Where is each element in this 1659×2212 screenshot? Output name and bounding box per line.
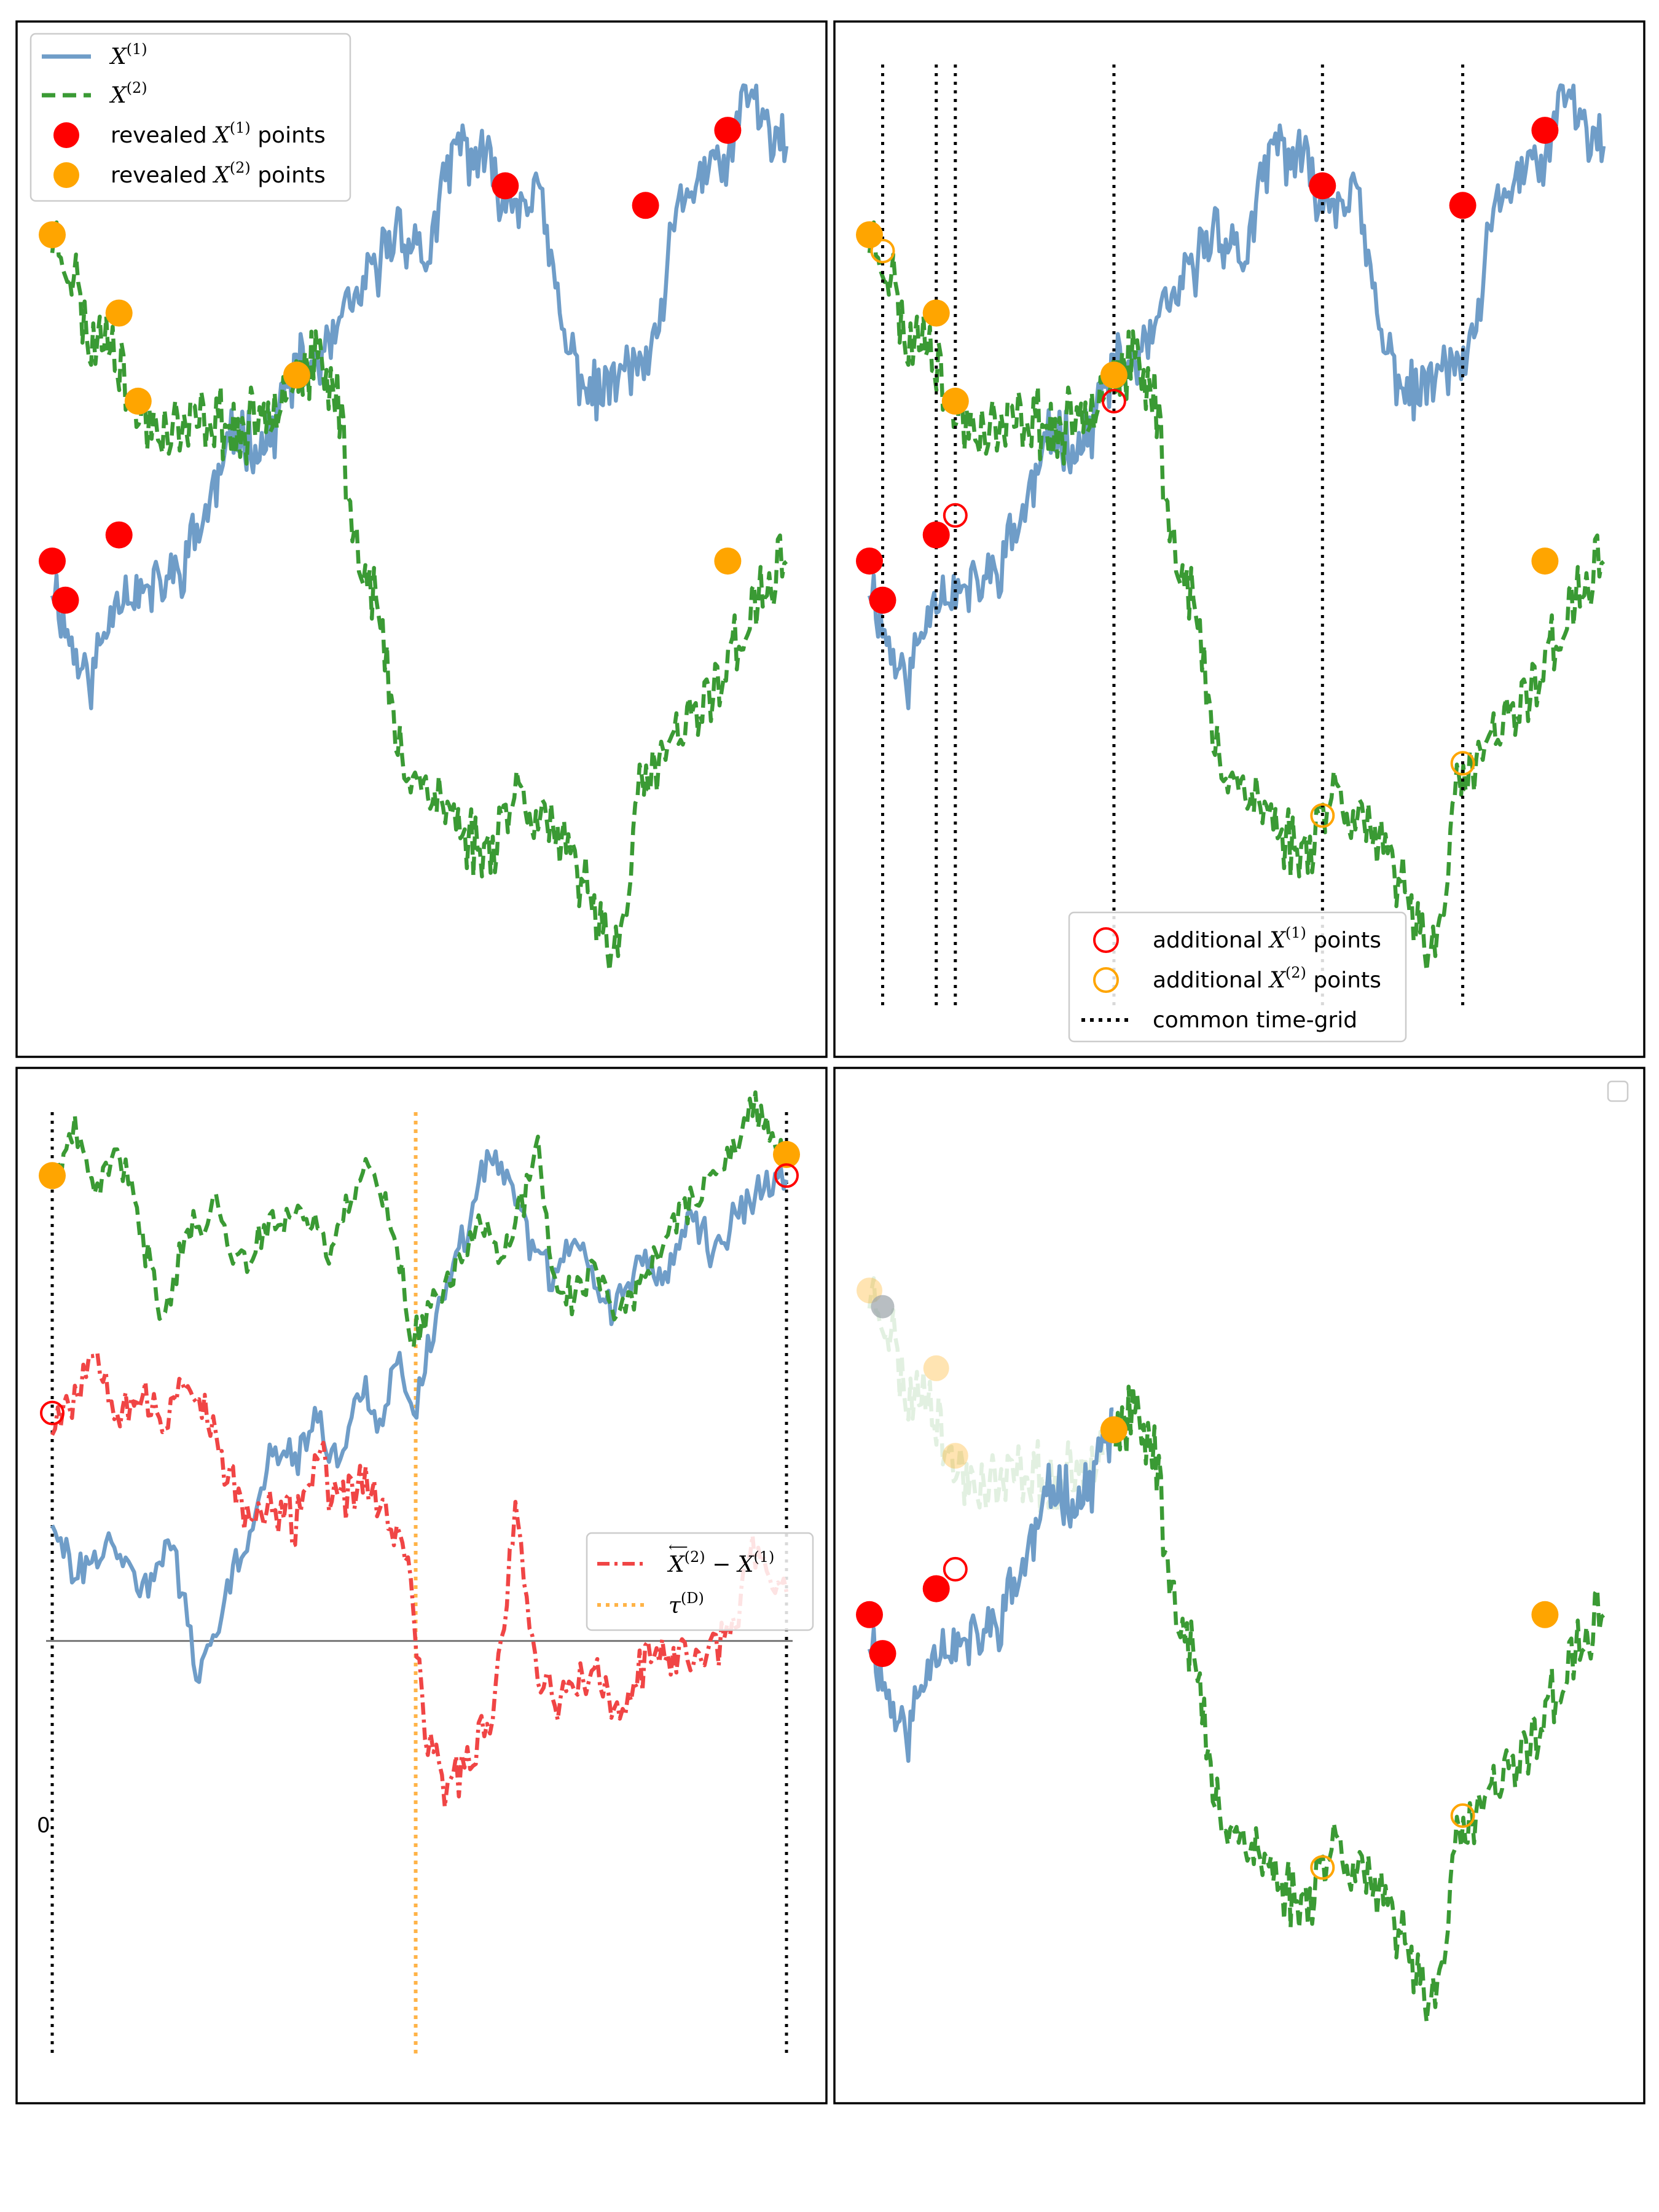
panel-bottom-left-frame [15, 1067, 828, 2104]
legend-top-left-box [29, 33, 351, 202]
top-right-point-0-4 [1449, 192, 1477, 219]
series-x1-before-tau-line [867, 1407, 1114, 1763]
top-right-point-0-5 [1531, 117, 1559, 144]
legend-x2-label: X(2) [109, 79, 147, 108]
legend-revealed-x1-label: revealed X(1) points [111, 119, 326, 148]
top-right-point-3-1 [1310, 803, 1335, 828]
legend-common-grid-label: common time-grid [1153, 1008, 1357, 1033]
zero-tick-label: 0 [37, 1813, 50, 1838]
bottom-right-point-5-1 [1450, 1803, 1475, 1828]
top-right-point-3-0 [870, 238, 895, 264]
legend-bottom-left: ⟵ X(2) − X(1) τ(D) [586, 1532, 814, 1631]
panel-bottom-right-plot [856, 1276, 1606, 2024]
top-right-point-1-2 [941, 387, 969, 415]
top-right-point-0-1 [869, 586, 896, 614]
panel-top-left-frame [15, 20, 828, 1058]
legend-additional-x1-marker [1093, 927, 1119, 953]
top-right-point-0-0 [856, 547, 883, 575]
top-right-point-0-3 [1309, 172, 1336, 200]
bottom-left-point-0-1 [773, 1140, 800, 1168]
series-x2-zoom-line [50, 1090, 788, 1349]
legend-revealed-x1-marker [53, 122, 79, 148]
legend-additional-x2-marker [1093, 967, 1119, 993]
bottom-left-point-0-0 [39, 1162, 66, 1190]
series-diff-line [50, 1351, 789, 1810]
bottom-left-point-2-0 [40, 1400, 65, 1426]
series-x1-line-top-right [867, 83, 1606, 710]
top-left-point-1-4 [714, 547, 742, 575]
legend-x1-label: X(1) [109, 41, 147, 69]
top-right-point-3-2 [1450, 751, 1475, 776]
bottom-right-point-0-1 [869, 1640, 896, 1668]
top-right-point-1-4 [1531, 547, 1559, 575]
top-right-point-1-0 [856, 221, 883, 249]
bottom-right-point-2-1 [923, 1355, 949, 1381]
bottom-right-point-0-0 [856, 1601, 883, 1628]
legend-top-right: additional X(1) points additional X(2) p… [1068, 911, 1407, 1043]
top-left-point-1-2 [124, 387, 152, 415]
bottom-right-point-2-0 [857, 1277, 882, 1304]
series-x2-line-top-right [867, 220, 1606, 973]
top-left-point-0-4 [632, 192, 659, 219]
bottom-right-point-2-2 [942, 1443, 968, 1469]
panel-bottom-left-plot [39, 1090, 800, 2055]
panel-top-left-plot [39, 83, 789, 973]
legend-additional-x2-label: additional X(2) points [1153, 964, 1381, 993]
top-left-point-1-1 [105, 299, 133, 327]
legend-bottom-right-empty-box [1607, 1080, 1629, 1102]
legend-top-right-box [1068, 911, 1407, 1043]
top-left-point-0-0 [39, 547, 66, 575]
top-right-point-2-0 [943, 503, 968, 528]
legend-tau-label: τ(D) [669, 1590, 704, 1618]
bottom-right-point-1-1 [1531, 1601, 1559, 1628]
legend-diff-overarrow: ⟵ [669, 1540, 688, 1555]
panel-top-right-plot [856, 65, 1606, 1011]
series-x2-after-tau-line [1113, 1384, 1606, 2024]
top-right-point-0-2 [922, 521, 950, 549]
series-x2-line-top-left [50, 220, 788, 973]
series-x2-faded-line [867, 1276, 1116, 1520]
bottom-right-point-0-2 [922, 1575, 950, 1602]
series-x1-zoom-line [50, 1149, 789, 1684]
bottom-right-point-5-0 [1310, 1855, 1335, 1880]
top-left-point-1-0 [39, 221, 66, 249]
top-left-point-0-1 [52, 586, 79, 614]
bottom-right-point-3-0 [871, 1295, 895, 1319]
bottom-right-point-1-0 [1100, 1416, 1128, 1443]
legend-additional-x1-label: additional X(1) points [1153, 924, 1381, 953]
top-left-point-1-3 [283, 361, 310, 389]
top-left-point-0-3 [492, 172, 519, 200]
panel-top-right-frame [833, 20, 1645, 1058]
panel-bottom-right-frame [833, 1067, 1645, 2104]
bottom-right-point-4-0 [943, 1556, 968, 1582]
legend-top-left: X(1) X(2) revealed X(1) points revealed … [29, 33, 351, 202]
bottom-left-point-1-0 [774, 1163, 799, 1188]
series-x1-line-top-left [50, 83, 789, 710]
top-right-point-1-3 [1100, 361, 1128, 389]
top-left-point-0-2 [105, 521, 133, 549]
legend-revealed-x2-label: revealed X(2) points [111, 159, 326, 188]
top-right-point-2-1 [1101, 388, 1126, 414]
top-right-point-1-1 [922, 299, 950, 327]
legend-diff-label: X(2) − X(1) [667, 1548, 774, 1577]
legend-revealed-x2-marker [53, 162, 79, 188]
legend-bottom-left-box [586, 1532, 814, 1631]
top-left-point-0-5 [714, 117, 742, 144]
